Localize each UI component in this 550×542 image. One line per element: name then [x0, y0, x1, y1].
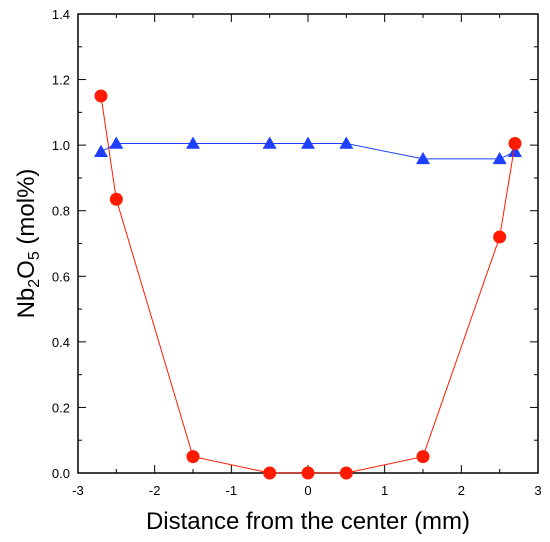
series-0-point: [94, 144, 108, 157]
y-tick-label: 1.0: [52, 138, 70, 153]
x-tick-label: 2: [458, 483, 465, 498]
x-tick-label: -1: [226, 483, 238, 498]
y-tick-label: 1.2: [52, 73, 70, 88]
series-1-line: [100, 95, 516, 474]
y-axis-title-part: (mol%): [13, 169, 40, 252]
data-series: [94, 89, 522, 480]
x-tick-label: 1: [381, 483, 388, 498]
series-1-point: [94, 89, 108, 103]
y-tick-label: 0.4: [52, 335, 70, 350]
series-0-point: [262, 136, 277, 149]
axis-ticks: -3 -2 -1 0 1 2 3 0.0 0.2 0.4 0.6 0.8 1.0 1.2 1.4: [52, 7, 542, 498]
series-1-point: [301, 466, 315, 480]
series-1-point: [186, 450, 200, 464]
series-1-point: [339, 466, 353, 480]
y-axis-title-part: Nb: [13, 288, 40, 319]
series-0-point: [301, 136, 315, 149]
y-axis-title-part: 5: [26, 251, 43, 260]
series-1-point: [493, 230, 507, 244]
y-tick-label: 1.4: [52, 7, 70, 22]
plot-frame: [77, 13, 539, 474]
series-1-point: [109, 192, 123, 206]
series-0-point: [186, 136, 200, 149]
y-tick-label: 0.8: [52, 204, 70, 219]
y-axis-title-part: O: [13, 260, 40, 279]
x-axis-title: Distance from the center (mm): [146, 508, 470, 535]
x-tick-label: 0: [304, 483, 311, 498]
x-tick-label: -3: [72, 483, 84, 498]
y-tick-label: 0.0: [52, 466, 70, 481]
x-tick-label: 3: [534, 483, 541, 498]
series-0-point: [416, 151, 430, 165]
series-1-point: [416, 450, 430, 464]
y-axis-title-part: 2: [26, 279, 43, 288]
y-tick-label: 0.6: [52, 269, 70, 284]
y-axis-title: Nb2O5 (mol%): [13, 169, 43, 319]
series-0-point: [109, 136, 124, 149]
series-0-point: [492, 151, 507, 165]
series-0-point: [508, 144, 522, 157]
series-1-point: [508, 137, 522, 151]
series-1-point: [263, 466, 277, 480]
series-0-point: [339, 136, 354, 149]
y-tick-label: 0.2: [52, 400, 70, 415]
x-tick-label: -2: [149, 483, 161, 498]
